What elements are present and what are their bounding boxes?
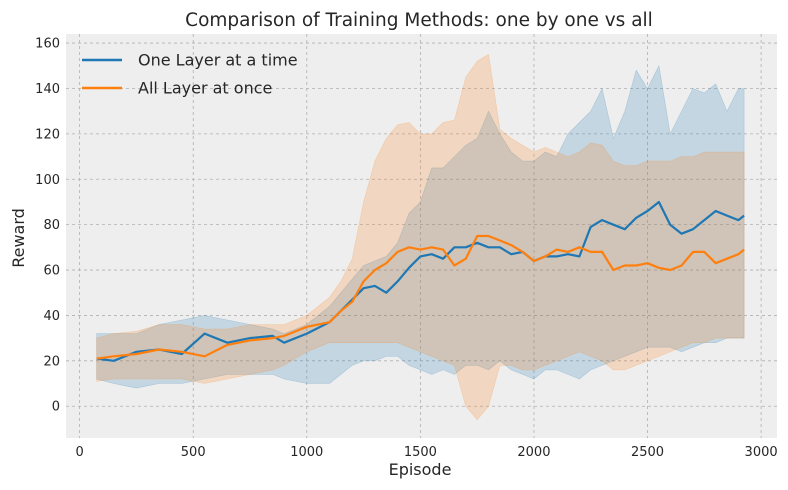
grid-lines — [66, 34, 777, 438]
legend-label-1: All Layer at once — [138, 79, 272, 98]
y-tick-label: 60 — [43, 264, 60, 279]
y-tick-label: 160 — [35, 37, 60, 52]
y-tick-label: 40 — [43, 309, 60, 324]
plot-area — [66, 34, 777, 438]
y-axis-ticks: 0 20 40 60 80 100 120 140 160 — [35, 37, 60, 415]
y-tick-label: 140 — [35, 82, 60, 97]
y-tick-label: 20 — [43, 354, 60, 369]
confidence-bands — [96, 53, 745, 421]
y-axis-label: Reward — [9, 208, 28, 268]
y-tick-label: 0 — [52, 400, 60, 415]
x-tick-label: 1500 — [404, 445, 437, 460]
y-tick-label: 80 — [43, 218, 60, 233]
band-series-0 — [96, 64, 745, 389]
series-lines — [96, 200, 745, 362]
legend-label-0: One Layer at a time — [138, 51, 298, 70]
x-tick-label: 3000 — [745, 445, 778, 460]
line-series-0 — [96, 200, 745, 362]
x-axis-label: Episode — [389, 460, 452, 479]
line-series-1 — [96, 234, 745, 360]
x-tick-label: 1000 — [290, 445, 323, 460]
x-axis-ticks: 0 500 1000 1500 2000 2500 3000 — [75, 445, 777, 460]
y-tick-label: 120 — [35, 127, 60, 142]
x-tick-label: 2500 — [631, 445, 664, 460]
x-tick-label: 2000 — [517, 445, 550, 460]
x-tick-label: 500 — [181, 445, 206, 460]
legend: One Layer at a time All Layer at once — [82, 51, 298, 98]
x-tick-label: 0 — [75, 445, 83, 460]
y-tick-label: 100 — [35, 173, 60, 188]
band-series-1 — [96, 53, 745, 421]
chart-title: Comparison of Training Methods: one by o… — [185, 10, 653, 31]
